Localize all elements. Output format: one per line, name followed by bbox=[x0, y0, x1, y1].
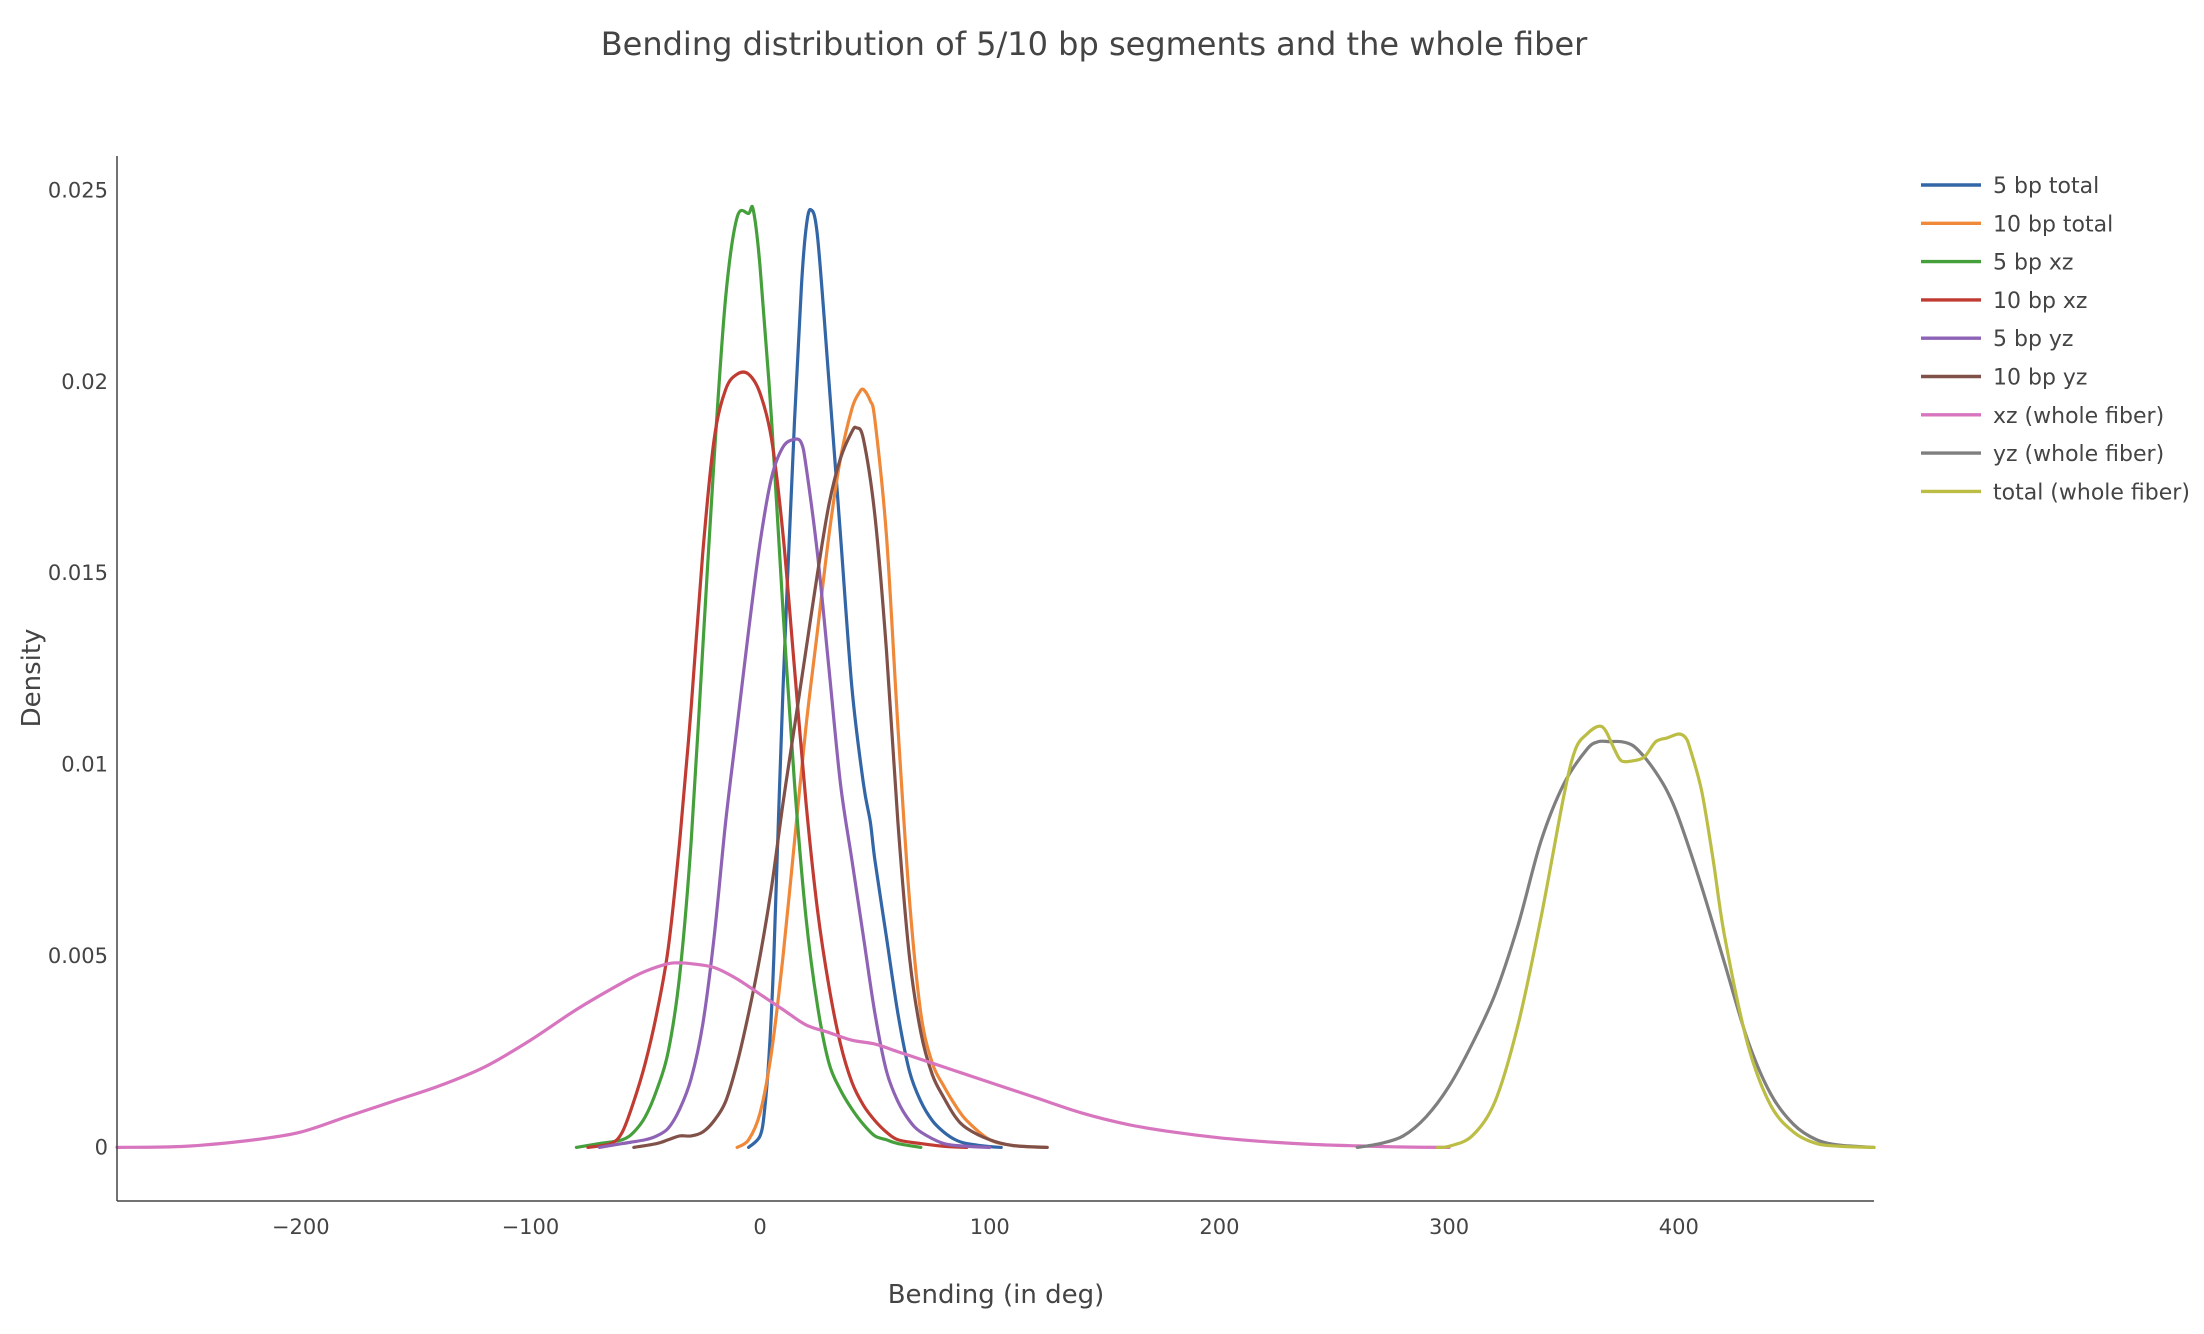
legend-label: 5 bp xz bbox=[1993, 251, 2073, 276]
series-line-10-bp-yz bbox=[632, 425, 1049, 1150]
series-line-5-bp-xz bbox=[574, 204, 923, 1150]
legend-label: 10 bp yz bbox=[1993, 366, 2087, 391]
legend-item-10-bp-yz[interactable]: 10 bp yz bbox=[1921, 366, 2087, 391]
chart-title: Bending distribution of 5/10 bp segments… bbox=[601, 25, 1588, 63]
legend-label: 10 bp xz bbox=[1993, 289, 2087, 314]
plot-area bbox=[115, 204, 1876, 1150]
legend-label: yz (whole fiber) bbox=[1993, 442, 2164, 467]
legend-item-total-whole-fiber[interactable]: total (whole fiber) bbox=[1921, 480, 2190, 505]
x-axis-title: Bending (in deg) bbox=[888, 1280, 1105, 1310]
y-tick-label: 0.02 bbox=[61, 370, 108, 394]
legend-item-yz-whole-fiber[interactable]: yz (whole fiber) bbox=[1921, 442, 2164, 467]
x-tick-label: 100 bbox=[970, 1215, 1010, 1239]
x-tick-label: −100 bbox=[502, 1215, 560, 1239]
legend-item-5-bp-total[interactable]: 5 bp total bbox=[1921, 174, 2099, 199]
y-tick-label: 0.015 bbox=[48, 561, 108, 585]
legend-item-5-bp-yz[interactable]: 5 bp yz bbox=[1921, 327, 2073, 352]
series-line-10-bp-xz bbox=[586, 370, 969, 1150]
series-line-yz-whole-fiber bbox=[1355, 739, 1876, 1150]
x-tick-label: −200 bbox=[272, 1215, 330, 1239]
legend-item-10-bp-total[interactable]: 10 bp total bbox=[1921, 212, 2113, 237]
legend: 5 bp total 10 bp total 5 bp xz 10 bp xz 5 bp… bbox=[1921, 174, 2190, 505]
legend-label: 5 bp total bbox=[1993, 174, 2099, 199]
legend-label: xz (whole fiber) bbox=[1993, 404, 2164, 429]
x-tick-label: 0 bbox=[753, 1215, 766, 1239]
legend-item-xz-whole-fiber[interactable]: xz (whole fiber) bbox=[1921, 404, 2164, 429]
y-tick-label: 0.01 bbox=[61, 753, 108, 777]
y-tick-label: 0.005 bbox=[48, 944, 108, 968]
legend-item-5-bp-xz[interactable]: 5 bp xz bbox=[1921, 251, 2073, 276]
y-axis-ticks: 0 0.005 0.01 0.015 0.02 0.025 bbox=[48, 178, 108, 1159]
x-tick-label: 300 bbox=[1429, 1215, 1469, 1239]
x-tick-label: 400 bbox=[1659, 1215, 1699, 1239]
series-line-5-bp-yz bbox=[597, 437, 992, 1150]
y-axis-title: Density bbox=[17, 629, 47, 728]
legend-item-10-bp-xz[interactable]: 10 bp xz bbox=[1921, 289, 2087, 314]
series-line-total-whole-fiber bbox=[1436, 724, 1876, 1150]
series-line-10-bp-total bbox=[735, 387, 1049, 1150]
legend-label: 5 bp yz bbox=[1993, 327, 2073, 352]
x-axis-ticks: −200 −100 0 100 200 300 400 bbox=[272, 1215, 1699, 1239]
series-line-xz-whole-fiber bbox=[115, 961, 1451, 1150]
legend-label: 10 bp total bbox=[1993, 212, 2113, 237]
x-tick-label: 200 bbox=[1199, 1215, 1239, 1239]
legend-label: total (whole fiber) bbox=[1993, 480, 2190, 505]
y-tick-label: 0.025 bbox=[48, 178, 108, 202]
y-tick-label: 0 bbox=[95, 1135, 108, 1159]
